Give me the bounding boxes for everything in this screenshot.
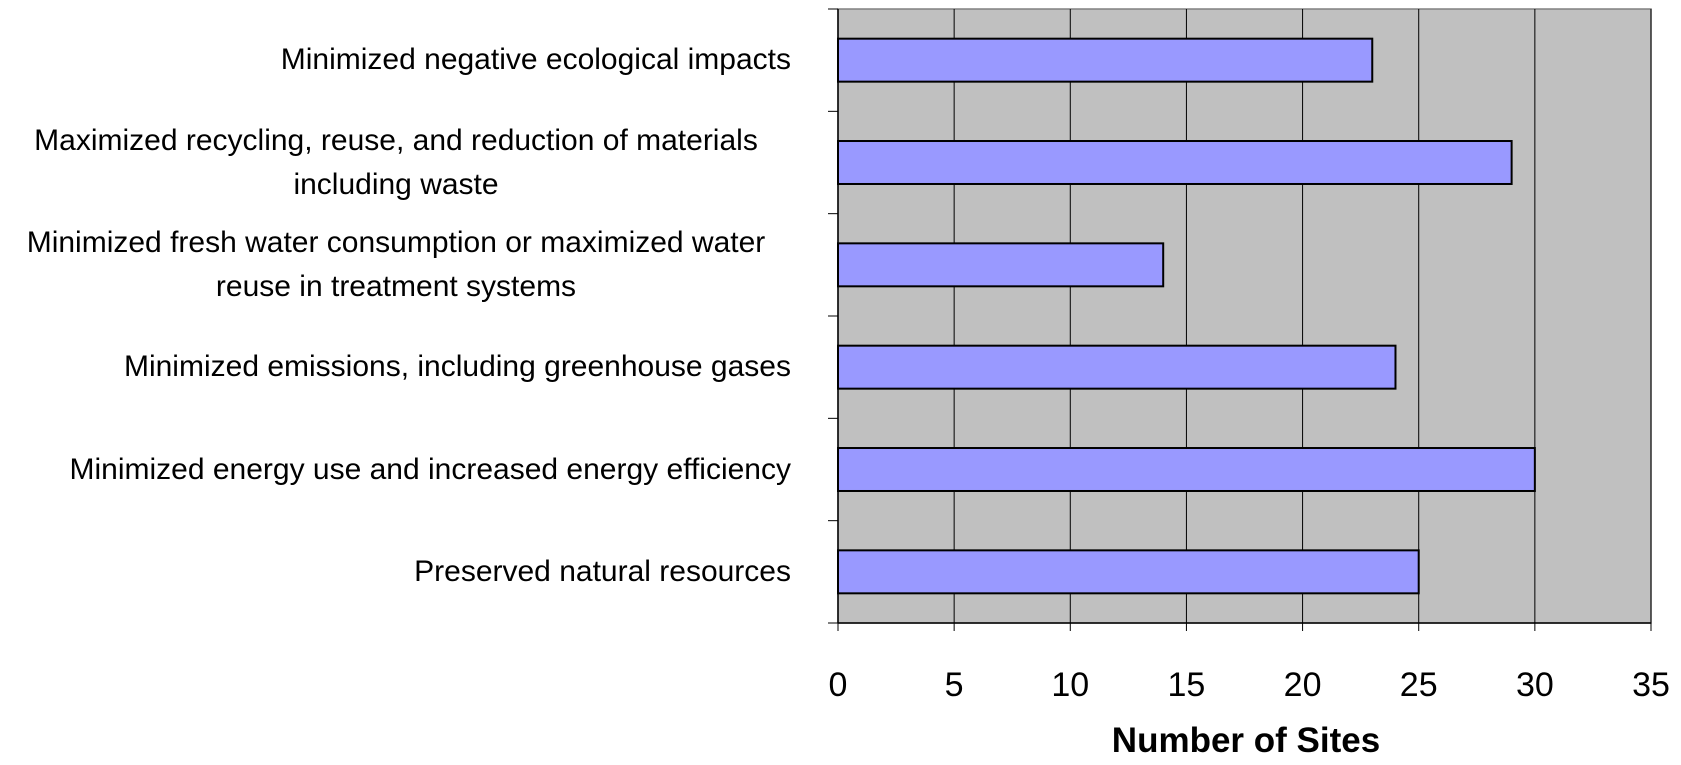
- bar: [837, 140, 1513, 185]
- y-tick-label: Maximized recycling, reuse, and reductio…: [1, 119, 791, 207]
- x-tick-label: 25: [1400, 666, 1438, 704]
- y-tick-text: Minimized emissions, including greenhous…: [123, 350, 791, 384]
- plot-background: [837, 8, 1652, 624]
- x-tick-label: 30: [1516, 666, 1554, 704]
- y-tick-text: Maximized recycling, reuse, and reductio…: [34, 123, 758, 201]
- y-tick-label: Minimized emissions, including greenhous…: [1, 345, 791, 389]
- x-tick-label: 5: [945, 666, 964, 704]
- bar: [837, 344, 1397, 390]
- x-tick-label: 15: [1168, 666, 1206, 704]
- y-tick-label: Minimized fresh water consumption or max…: [1, 221, 791, 309]
- y-tick-text: Minimized energy use and increased energ…: [69, 452, 791, 486]
- y-tick-label: Minimized negative ecological impacts: [1, 38, 791, 82]
- x-tick-label: 20: [1284, 666, 1322, 704]
- x-tick-label: 35: [1632, 666, 1670, 704]
- x-axis-title: Number of Sites: [1112, 721, 1380, 760]
- y-tick-label: Preserved natural resources: [1, 550, 791, 594]
- bar: [837, 549, 1420, 595]
- y-tick-label: Minimized energy use and increased energ…: [1, 448, 791, 492]
- y-tick-text: Preserved natural resources: [414, 554, 791, 588]
- y-tick-text: Minimized negative ecological impacts: [280, 43, 791, 77]
- y-tick-text: Minimized fresh water consumption or max…: [26, 225, 766, 303]
- bar: [837, 242, 1165, 288]
- bar: [837, 447, 1536, 492]
- x-tick-label: 10: [1051, 666, 1089, 704]
- x-tick-label: 0: [829, 666, 848, 704]
- bar: [837, 37, 1374, 83]
